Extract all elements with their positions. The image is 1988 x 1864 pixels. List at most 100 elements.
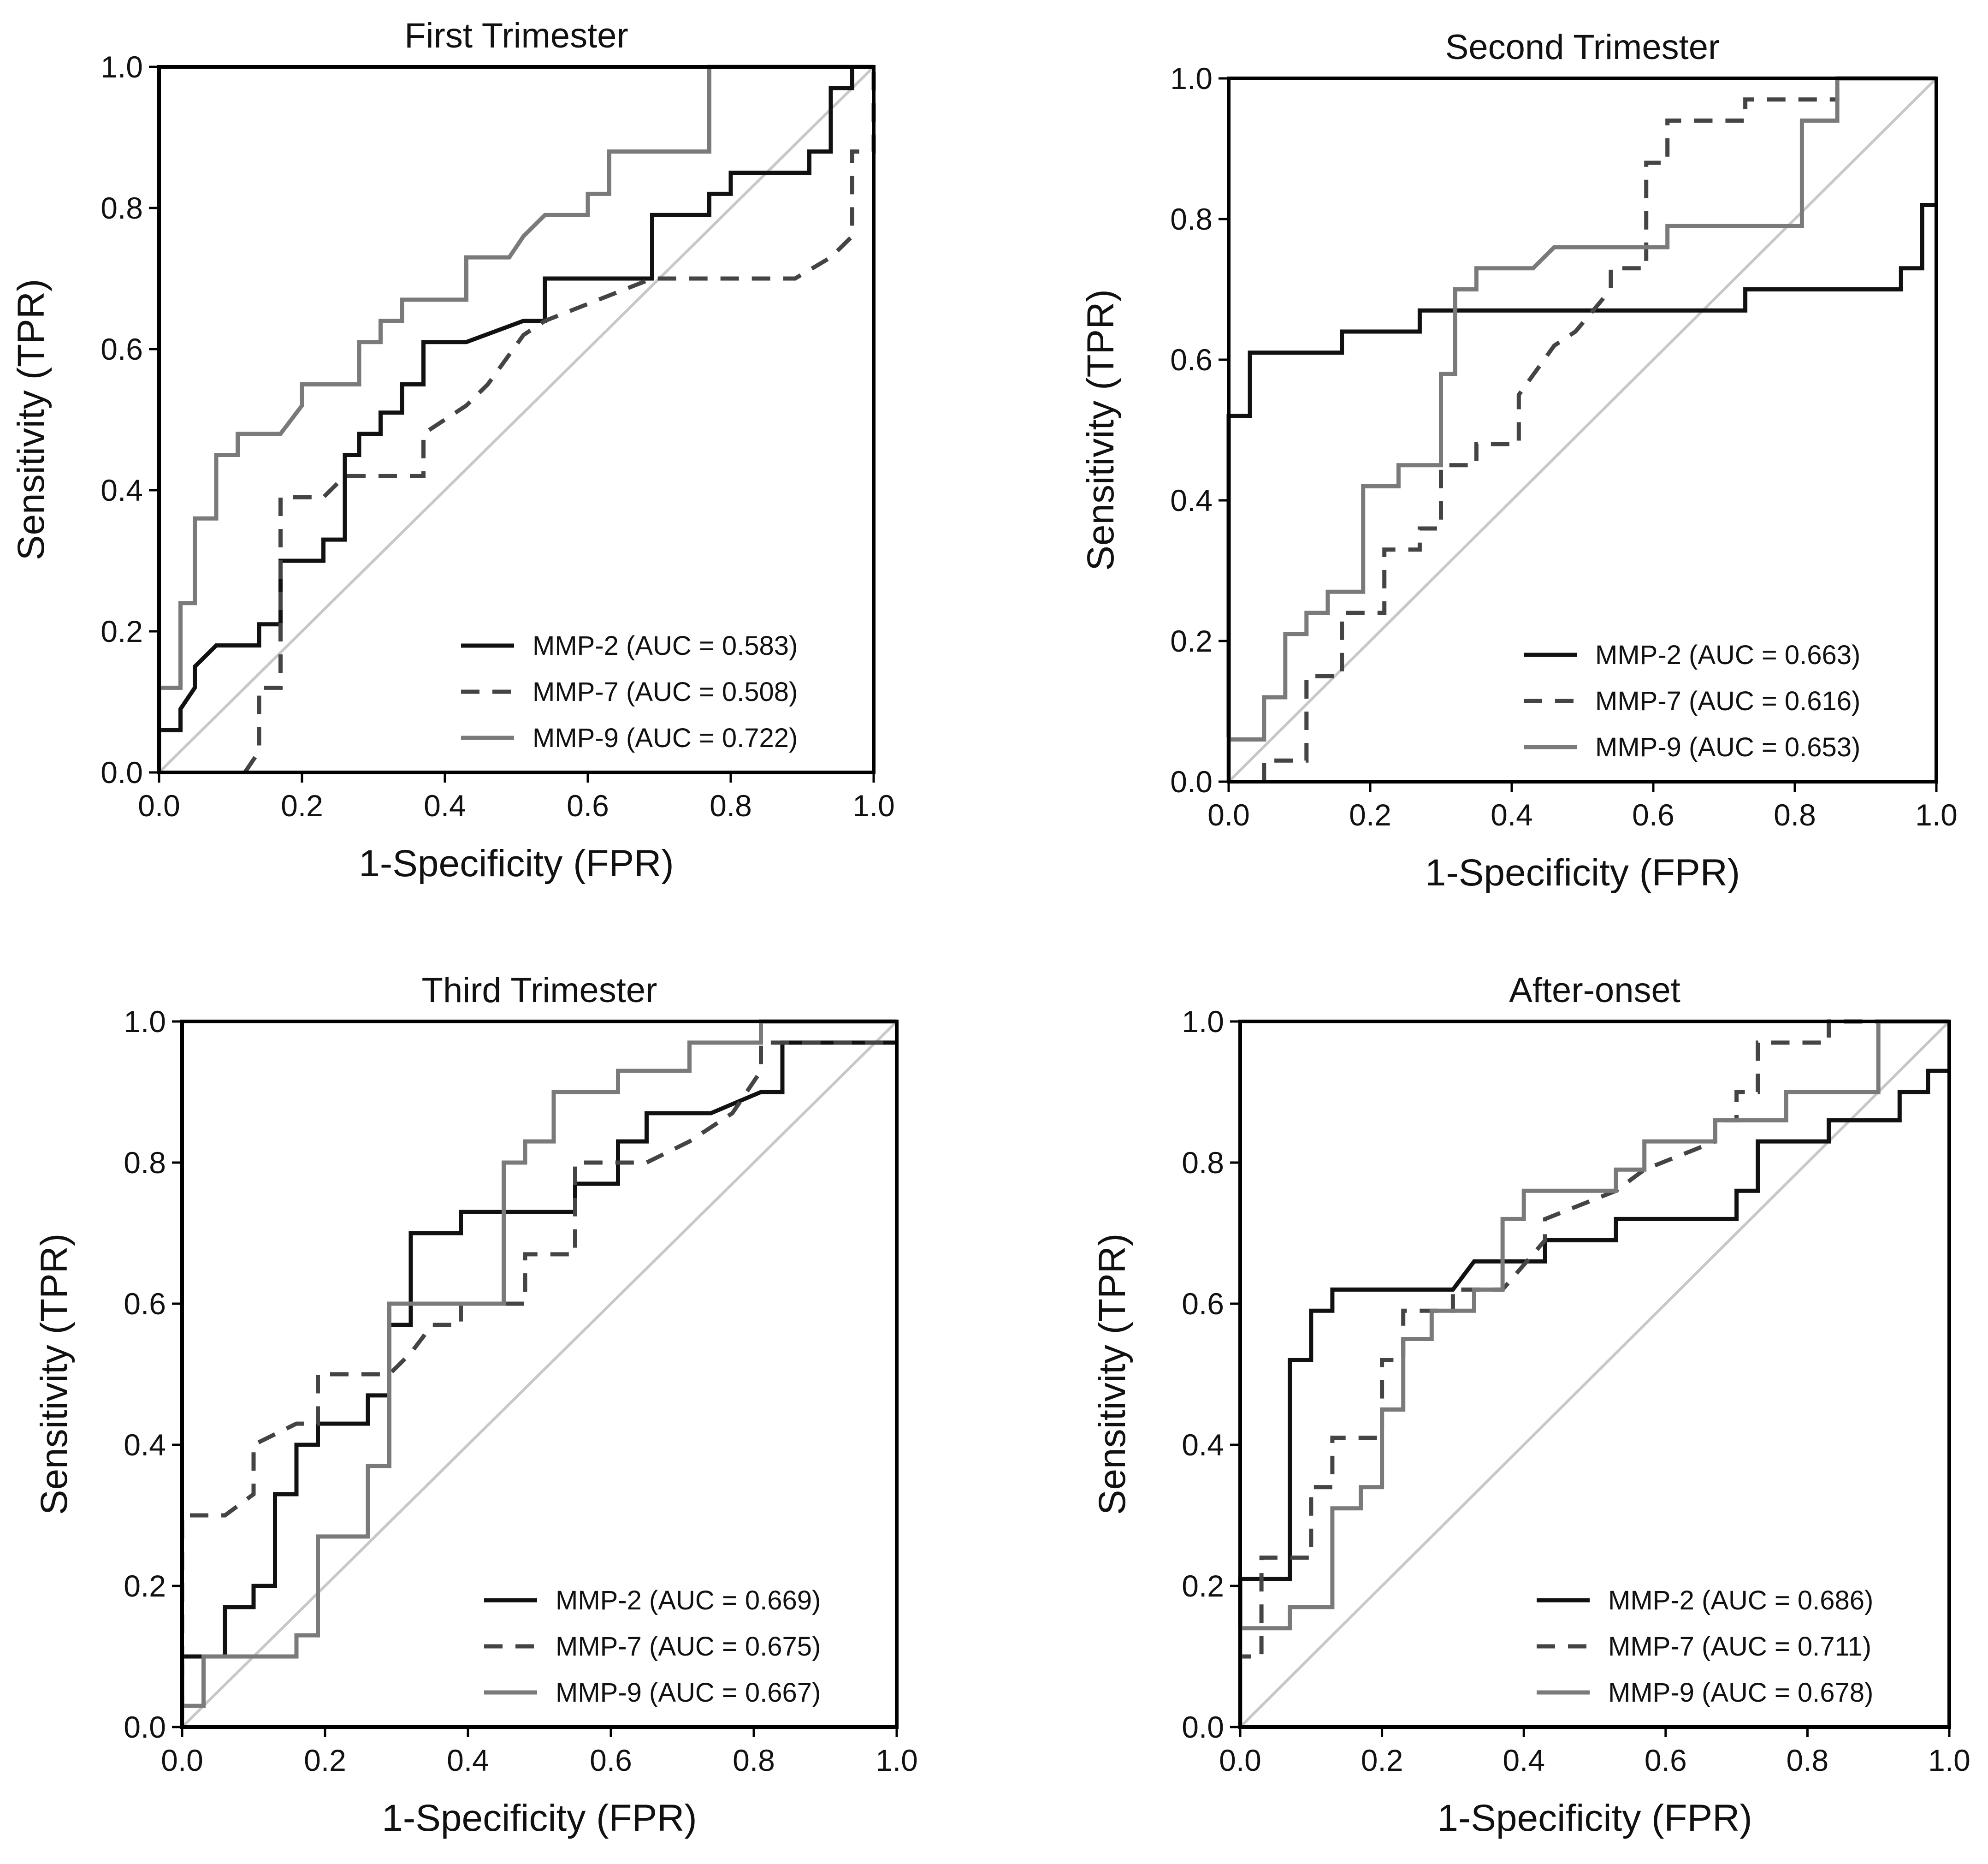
- y-axis-label: Sensitivity (TPR): [33, 1234, 75, 1515]
- y-axis-label: Sensitivity (TPR): [1080, 289, 1122, 571]
- y-tick-label: 1.0: [1170, 61, 1213, 95]
- x-tick-label: 1.0: [1915, 798, 1958, 832]
- y-tick-label: 0.2: [1182, 1569, 1224, 1603]
- legend-label: MMP-2 (AUC = 0.663): [1595, 640, 1860, 670]
- x-tick-label: 1.0: [1928, 1743, 1970, 1777]
- roc-panel-4: After-onset 0.0 0.2 0.4 0.6 0.8 1.0 0.0 0.2 0.4 0.…: [1091, 971, 1970, 1839]
- y-tick-label: 0.8: [1170, 202, 1213, 236]
- x-tick-label: 0.0: [161, 1743, 203, 1777]
- legend-label: MMP-7 (AUC = 0.675): [556, 1632, 821, 1662]
- x-axis-label: 1-Specificity (FPR): [382, 1797, 697, 1839]
- legend-label: MMP-7 (AUC = 0.508): [532, 677, 798, 707]
- x-tick-label: 0.4: [1491, 798, 1533, 832]
- x-tick-label: 0.6: [590, 1743, 632, 1777]
- roc-curve-mmp-7: [1262, 76, 1936, 782]
- y-tick-label: 0.2: [1170, 624, 1213, 658]
- roc-panel-3: Third Trimester 0.0 0.2 0.4 0.6 0.8 1.0 0.0 0.2 0…: [33, 971, 918, 1839]
- x-tick-label: 0.0: [1207, 798, 1250, 832]
- roc-panel-2: Second Trimester 0.0 0.2 0.4 0.6 0.8 1.0 0.0 0.2…: [1080, 28, 1958, 894]
- legend-label: MMP-2 (AUC = 0.583): [532, 631, 798, 661]
- y-tick-label: 0.0: [101, 755, 143, 790]
- legend-label: MMP-2 (AUC = 0.686): [1608, 1585, 1873, 1615]
- x-tick-label: 0.6: [567, 789, 609, 823]
- x-tick-label: 0.2: [1349, 798, 1391, 832]
- y-tick-label: 0.2: [101, 614, 143, 648]
- x-tick-label: 0.2: [304, 1743, 346, 1777]
- y-tick-label: 0.6: [124, 1287, 166, 1321]
- plot-frame: [1238, 1020, 1951, 1729]
- legend-label: MMP-9 (AUC = 0.722): [532, 723, 798, 753]
- legend-label: MMP-9 (AUC = 0.678): [1608, 1678, 1873, 1708]
- y-tick-label: 1.0: [124, 1004, 166, 1039]
- legend: MMP-2 (AUC = 0.669) MMP-7 (AUC = 0.675) MM…: [484, 1585, 821, 1708]
- roc-curve-mmp-7: [1238, 1019, 1949, 1727]
- x-tick-label: 0.2: [281, 789, 323, 823]
- roc-curve-mmp-7: [180, 1040, 897, 1727]
- x-axis-label: 1-Specificity (FPR): [1425, 852, 1740, 894]
- legend-label: MMP-9 (AUC = 0.653): [1595, 732, 1860, 762]
- y-tick-label: 0.4: [1170, 483, 1213, 517]
- x-tick-label: 1.0: [876, 1743, 918, 1777]
- x-tick-label: 0.6: [1632, 798, 1674, 832]
- y-tick-label: 0.4: [1182, 1428, 1224, 1462]
- legend: MMP-2 (AUC = 0.583) MMP-7 (AUC = 0.508) MM…: [461, 631, 798, 753]
- y-tick-label: 0.2: [124, 1569, 166, 1603]
- legend-label: MMP-2 (AUC = 0.669): [556, 1585, 821, 1615]
- y-tick-label: 0.6: [1182, 1287, 1224, 1321]
- reference-diagonal: [1227, 77, 1938, 783]
- roc-curve-mmp-2: [1238, 1069, 1949, 1727]
- panel-title: First Trimester: [404, 16, 628, 55]
- y-tick-label: 0.8: [124, 1146, 166, 1180]
- x-tick-label: 0.0: [138, 789, 180, 823]
- roc-curve-mmp-9: [1238, 1019, 1949, 1727]
- roc-curve-mmp-2: [1226, 203, 1936, 782]
- roc-curve-mmp-9: [1226, 76, 1936, 782]
- y-axis-label: Sensitivity (TPR): [10, 279, 52, 561]
- y-tick-label: 1.0: [1182, 1004, 1224, 1039]
- legend-label: MMP-7 (AUC = 0.616): [1595, 686, 1860, 716]
- plot-frame: [180, 1020, 899, 1729]
- x-tick-label: 0.4: [1503, 1743, 1545, 1777]
- y-tick-label: 0.4: [101, 473, 143, 507]
- x-tick-label: 1.0: [852, 789, 895, 823]
- plot-frame: [1227, 77, 1938, 784]
- reference-diagonal: [1239, 1020, 1951, 1728]
- roc-curve-mmp-9: [157, 65, 874, 772]
- roc-curve-mmp-7: [243, 67, 876, 774]
- legend-label: MMP-7 (AUC = 0.711): [1608, 1632, 1871, 1662]
- y-tick-label: 1.0: [101, 50, 143, 84]
- x-tick-label: 0.8: [710, 789, 752, 823]
- roc-curve-mmp-9: [180, 1019, 897, 1727]
- reference-diagonal: [181, 1020, 898, 1728]
- x-tick-label: 0.2: [1361, 1743, 1403, 1777]
- y-tick-label: 0.4: [124, 1428, 166, 1462]
- roc-panel-1: First Trimester 0.0 0.2 0.4 0.6 0.8 1.0 0.0 0.2 0…: [10, 16, 895, 885]
- x-tick-label: 0.8: [1774, 798, 1816, 832]
- plot-frame: [157, 65, 876, 774]
- panel-title: After-onset: [1509, 971, 1680, 1010]
- y-tick-label: 0.8: [101, 191, 143, 225]
- panel-title: Third Trimester: [422, 971, 657, 1010]
- x-tick-label: 0.4: [447, 1743, 489, 1777]
- panel-title: Second Trimester: [1445, 28, 1720, 67]
- y-tick-label: 0.0: [1182, 1710, 1224, 1744]
- roc-curve-mmp-2: [157, 65, 874, 772]
- y-tick-label: 0.8: [1182, 1146, 1224, 1180]
- y-tick-label: 0.0: [1170, 765, 1213, 799]
- x-tick-label: 0.6: [1645, 1743, 1687, 1777]
- y-tick-label: 0.6: [1170, 343, 1213, 377]
- x-tick-label: 0.8: [733, 1743, 775, 1777]
- y-axis-label: Sensitivity (TPR): [1091, 1234, 1133, 1515]
- roc-curve-mmp-2: [180, 1040, 897, 1727]
- x-tick-label: 0.4: [424, 789, 466, 823]
- legend-label: MMP-9 (AUC = 0.667): [556, 1678, 821, 1708]
- legend: MMP-2 (AUC = 0.663) MMP-7 (AUC = 0.616) MM…: [1524, 640, 1860, 762]
- reference-diagonal: [158, 65, 875, 774]
- legend: MMP-2 (AUC = 0.686) MMP-7 (AUC = 0.711) MM…: [1537, 1585, 1873, 1708]
- x-axis-label: 1-Specificity (FPR): [359, 843, 674, 885]
- x-tick-label: 0.8: [1787, 1743, 1829, 1777]
- y-tick-label: 0.6: [101, 332, 143, 366]
- x-axis-label: 1-Specificity (FPR): [1437, 1797, 1752, 1839]
- x-tick-label: 0.0: [1219, 1743, 1261, 1777]
